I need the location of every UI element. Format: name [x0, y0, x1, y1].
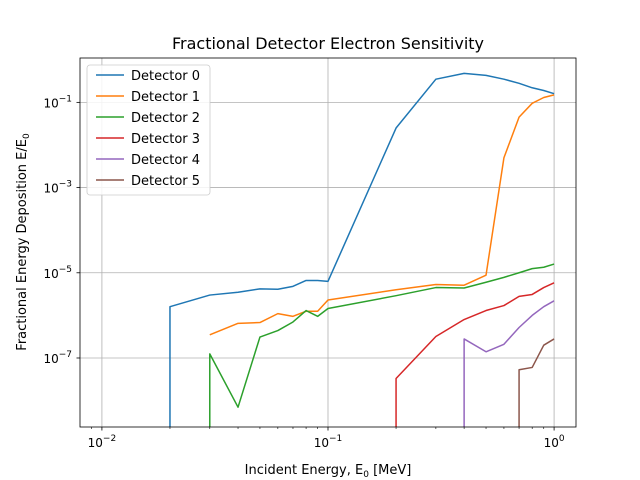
x-tick-label: 10−1 [314, 434, 343, 450]
series-line-detector-1 [209, 94, 555, 336]
legend-label-detector-1: Detector 1 [131, 90, 200, 105]
axis-ticks: 10−2 10−1 100 10−7 10−5 10−3 10−1 [43, 94, 564, 450]
legend-label-detector-4: Detector 4 [131, 153, 200, 168]
legend-label-detector-0: Detector 0 [131, 69, 200, 84]
y-tick-label: 10−5 [43, 265, 72, 281]
series-line-detector-3 [395, 282, 555, 427]
legend-frame [86, 64, 211, 196]
series-line-detector-2 [209, 263, 555, 427]
legend-label-detector-3: Detector 3 [131, 132, 200, 147]
legend: Detector 0 Detector 1 Detector 2 Detector 3… [86, 64, 211, 196]
y-tick-label: 10−1 [43, 94, 72, 110]
legend-label-detector-5: Detector 5 [131, 174, 200, 189]
x-tick-label: 10−2 [88, 434, 117, 450]
y-tick-label: 10−3 [43, 180, 72, 196]
series-line-detector-5 [518, 338, 555, 427]
series-line-detector-0 [169, 72, 555, 427]
x-tick-label: 100 [544, 434, 565, 450]
x-axis-label: Incident Energy, E0 [MeV] [245, 463, 412, 480]
y-tick-label: 10−7 [43, 350, 72, 366]
legend-label-detector-2: Detector 2 [131, 111, 200, 126]
series-line-detector-4 [463, 300, 555, 427]
chart-title: Fractional Detector Electron Sensitivity [172, 34, 484, 53]
series-lines [169, 72, 555, 427]
y-axis-label: Fractional Energy Deposition E/E0 [15, 133, 32, 351]
